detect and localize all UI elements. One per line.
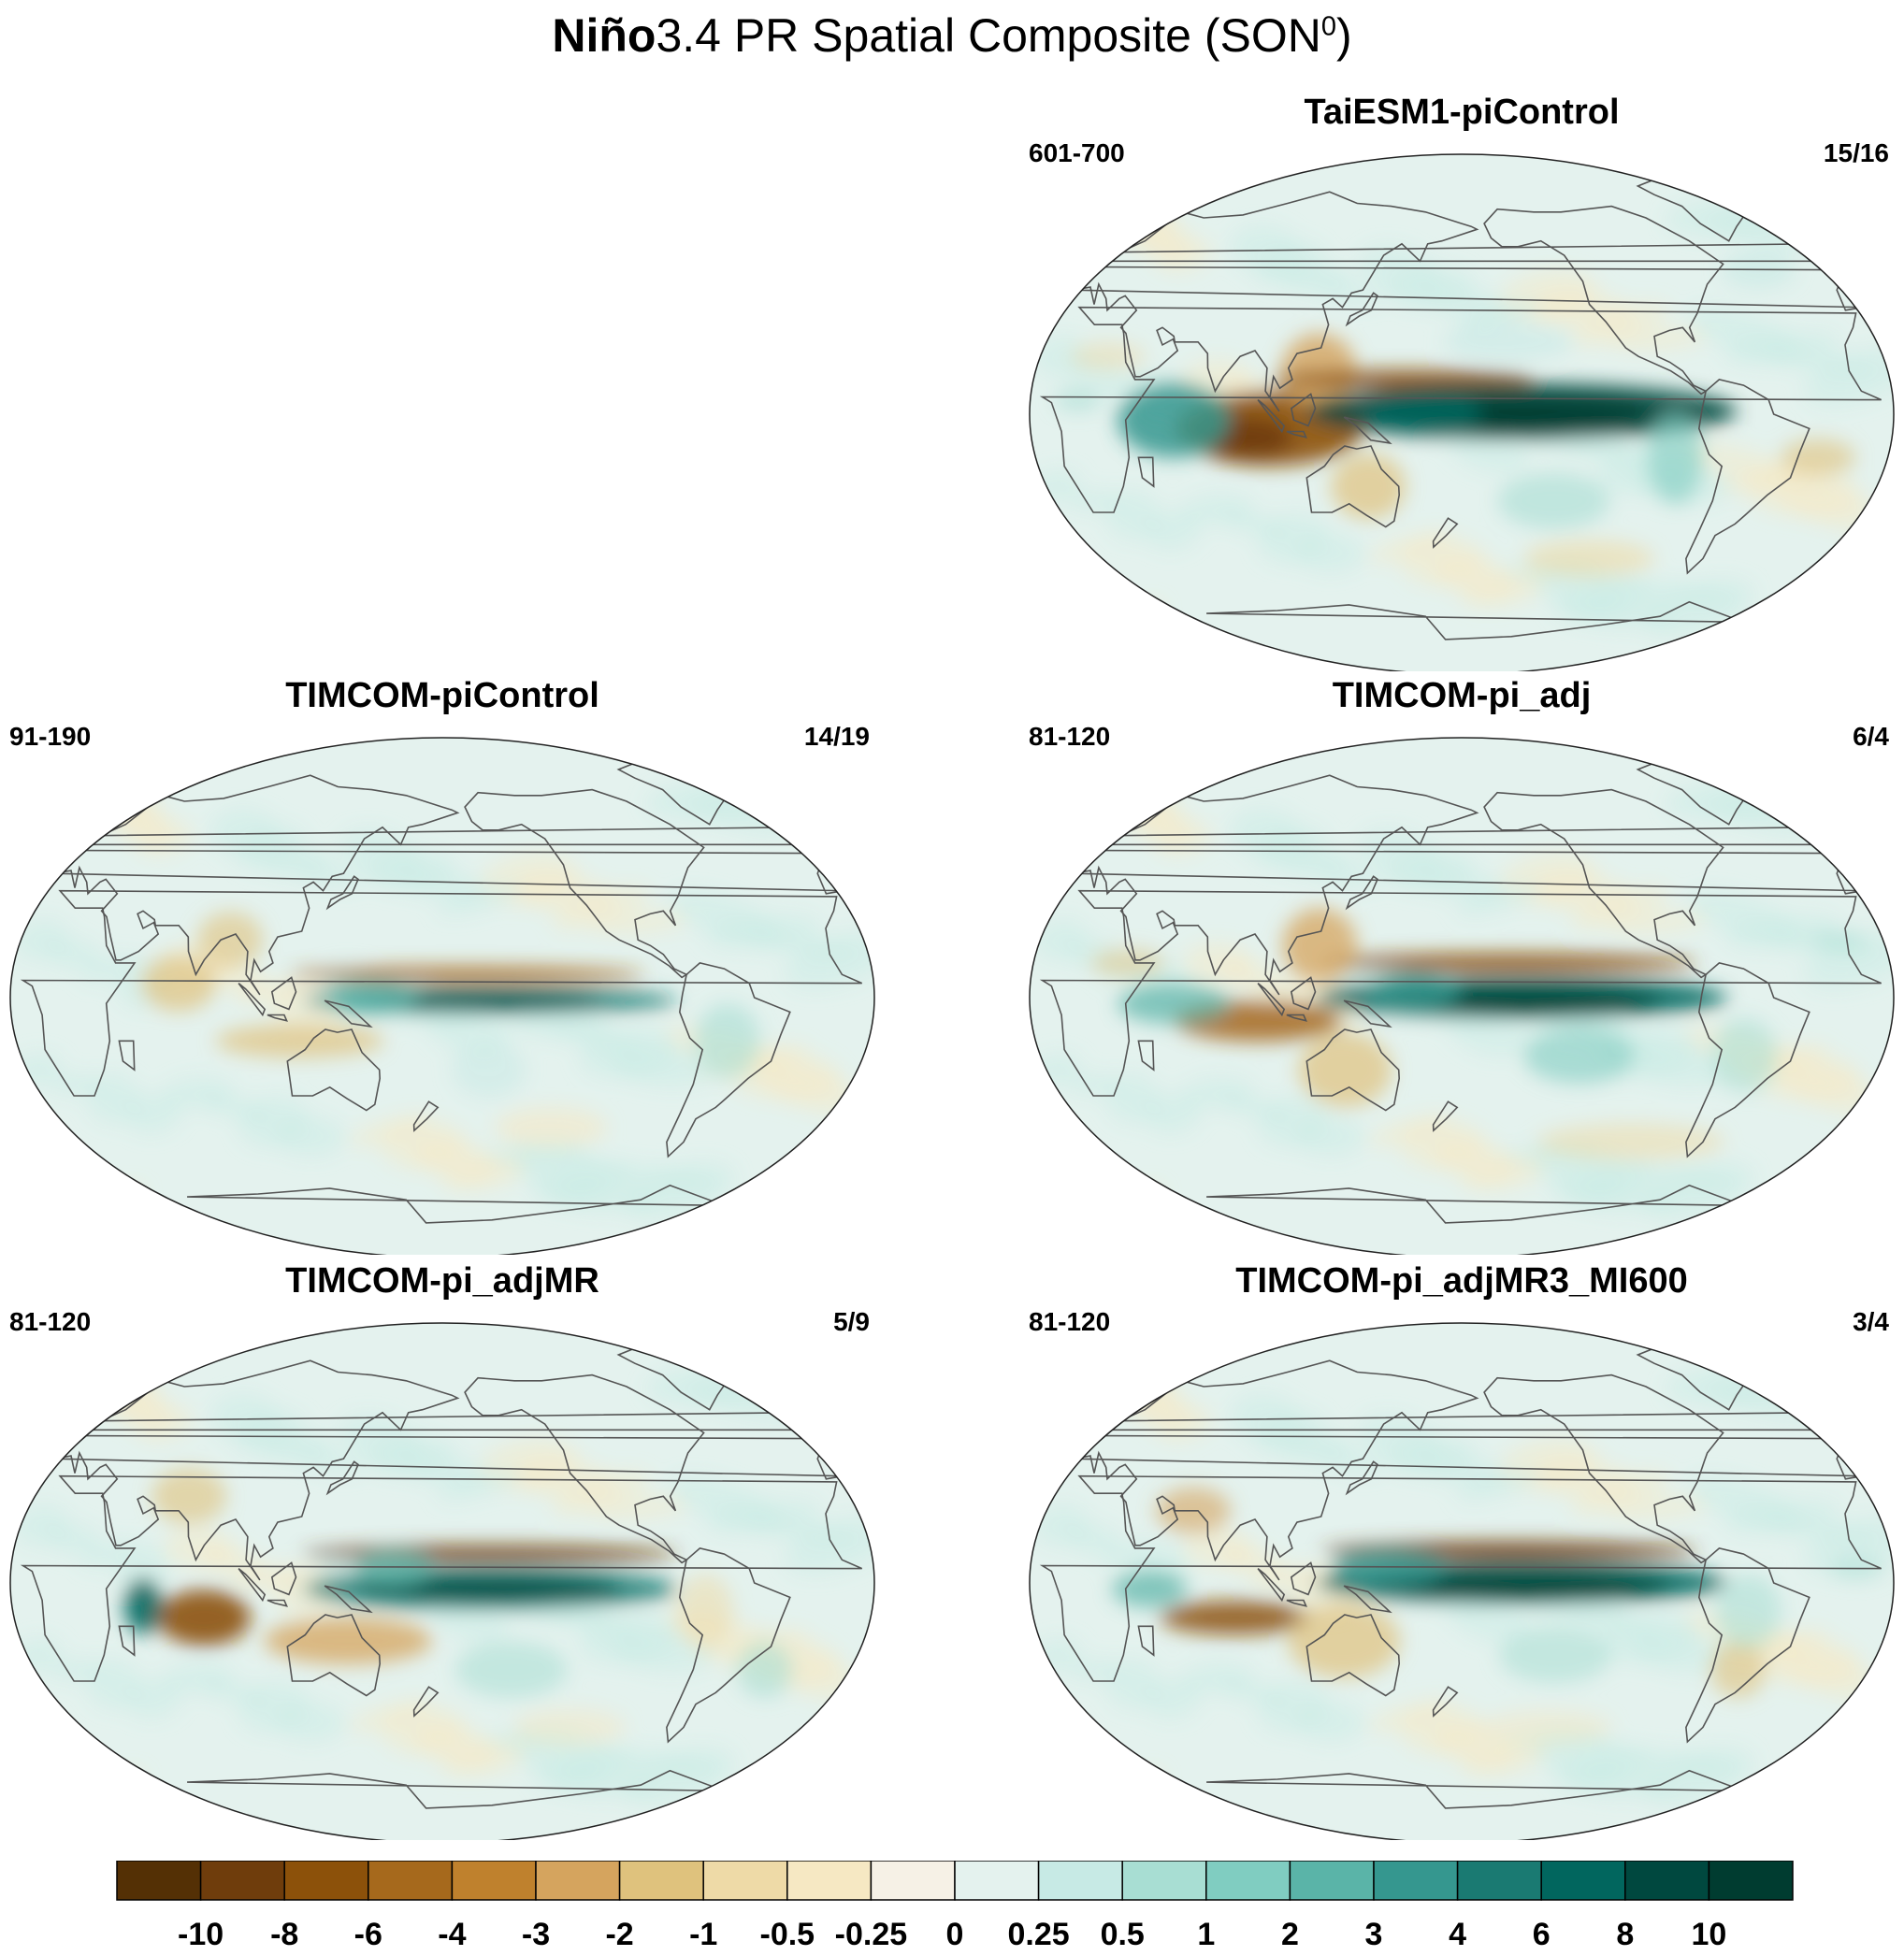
colorbar-box xyxy=(786,1861,873,1901)
colorbar-tick-label: -2 xyxy=(605,1917,633,1952)
colorbar-tick-label: -1 xyxy=(689,1917,717,1952)
colorbar-box xyxy=(1540,1861,1626,1901)
map-panel-timcom-pi-adjmr: TIMCOM-pi_adjMR 81-120 5/9 xyxy=(7,1260,877,1840)
colorbar-box xyxy=(1121,1861,1207,1901)
map-panel-timcom-picontrol: TIMCOM-piControl 91-190 14/19 xyxy=(7,675,877,1255)
colorbar-tick-label: -3 xyxy=(522,1917,550,1952)
precipitation-map xyxy=(1029,1322,1895,1840)
colorbar-box xyxy=(451,1861,537,1901)
panel-title: TIMCOM-pi_adj xyxy=(1332,676,1592,715)
colorbar-box xyxy=(1456,1861,1542,1901)
colorbar-box xyxy=(535,1861,621,1901)
panel-count: 6/4 xyxy=(1853,722,1889,751)
precipitation-map xyxy=(9,1322,875,1840)
colorbar-tick-label: 2 xyxy=(1281,1917,1299,1952)
panel-years: 81-120 xyxy=(1029,722,1111,751)
precipitation-map xyxy=(1029,153,1895,671)
colorbar-tick-label: -4 xyxy=(438,1917,466,1952)
colorbar-box xyxy=(618,1861,704,1901)
map-panel-taiesm1-picontrol: TaiESM1-piControl 601-700 15/16 xyxy=(1027,92,1897,671)
colorbar-tick-label: 6 xyxy=(1533,1917,1551,1952)
panel-years: 81-120 xyxy=(9,1307,92,1336)
colorbar-box xyxy=(1373,1861,1459,1901)
colorbar-box xyxy=(1289,1861,1375,1901)
colorbar-box xyxy=(116,1861,202,1901)
panel-count: 14/19 xyxy=(803,722,870,751)
map-panel-timcom-pi-adjmr3-mi600: TIMCOM-pi_adjMR3_MI600 81-120 3/4 xyxy=(1027,1260,1897,1840)
colorbar-tick-label: 1 xyxy=(1197,1917,1215,1952)
title-rest: 3.4 PR Spatial Composite (SON xyxy=(656,9,1321,62)
title-close: ) xyxy=(1335,9,1352,62)
panel-count: 3/4 xyxy=(1853,1307,1889,1336)
colorbar-tick-label: -0.25 xyxy=(835,1917,908,1952)
colorbar-tick-label: -0.5 xyxy=(760,1917,815,1952)
title-superscript: 0 xyxy=(1320,11,1336,42)
colorbar-tick-label: 8 xyxy=(1616,1917,1634,1952)
colorbar-box xyxy=(1205,1861,1291,1901)
colorbar-box xyxy=(199,1861,285,1901)
colorbar-tick-label: 0.25 xyxy=(1008,1917,1070,1952)
colorbar-box xyxy=(368,1861,454,1901)
panel-title: TaiESM1-piControl xyxy=(1304,93,1620,132)
colorbar-boxes xyxy=(116,1861,1794,1901)
precipitation-map xyxy=(1029,737,1895,1255)
colorbar-tick-label: 0.5 xyxy=(1101,1917,1145,1952)
colorbar-tick-label: -10 xyxy=(178,1917,224,1952)
panel-count: 15/16 xyxy=(1823,138,1889,167)
panel-title: TIMCOM-pi_adjMR xyxy=(285,1261,599,1301)
panel-count: 5/9 xyxy=(833,1307,870,1336)
colorbar-box xyxy=(1708,1861,1794,1901)
colorbar-tick-label: 4 xyxy=(1449,1917,1466,1952)
colorbar-tick-label: -6 xyxy=(354,1917,382,1952)
colorbar: -10 -8 -6 -4 -3 -2 -1 -0.5 -0.25 0 0.25 0.5 1 2 3 4 6 8 10 xyxy=(116,1861,1794,1952)
colorbar-box xyxy=(283,1861,369,1901)
panel-years: 91-190 xyxy=(9,722,92,751)
title-bold: Niño xyxy=(552,9,656,62)
colorbar-tick-label: 3 xyxy=(1365,1917,1383,1952)
colorbar-box xyxy=(954,1861,1040,1901)
colorbar-tick-label: 10 xyxy=(1691,1917,1726,1952)
panel-title: TIMCOM-pi_adjMR3_MI600 xyxy=(1235,1261,1688,1301)
colorbar-tick-label: 0 xyxy=(946,1917,964,1952)
panel-years: 601-700 xyxy=(1029,138,1125,167)
precipitation-map xyxy=(9,737,875,1255)
colorbar-box xyxy=(1037,1861,1123,1901)
map-panel-timcom-pi-adj: TIMCOM-pi_adj 81-120 6/4 xyxy=(1027,675,1897,1255)
panel-years: 81-120 xyxy=(1029,1307,1111,1336)
colorbar-box xyxy=(702,1861,788,1901)
colorbar-tick-label: -8 xyxy=(270,1917,298,1952)
colorbar-box xyxy=(1624,1861,1710,1901)
panel-title: TIMCOM-piControl xyxy=(285,676,599,715)
figure-title: Niño3.4 PR Spatial Composite (SON0) xyxy=(0,7,1904,64)
colorbar-box xyxy=(870,1861,956,1901)
